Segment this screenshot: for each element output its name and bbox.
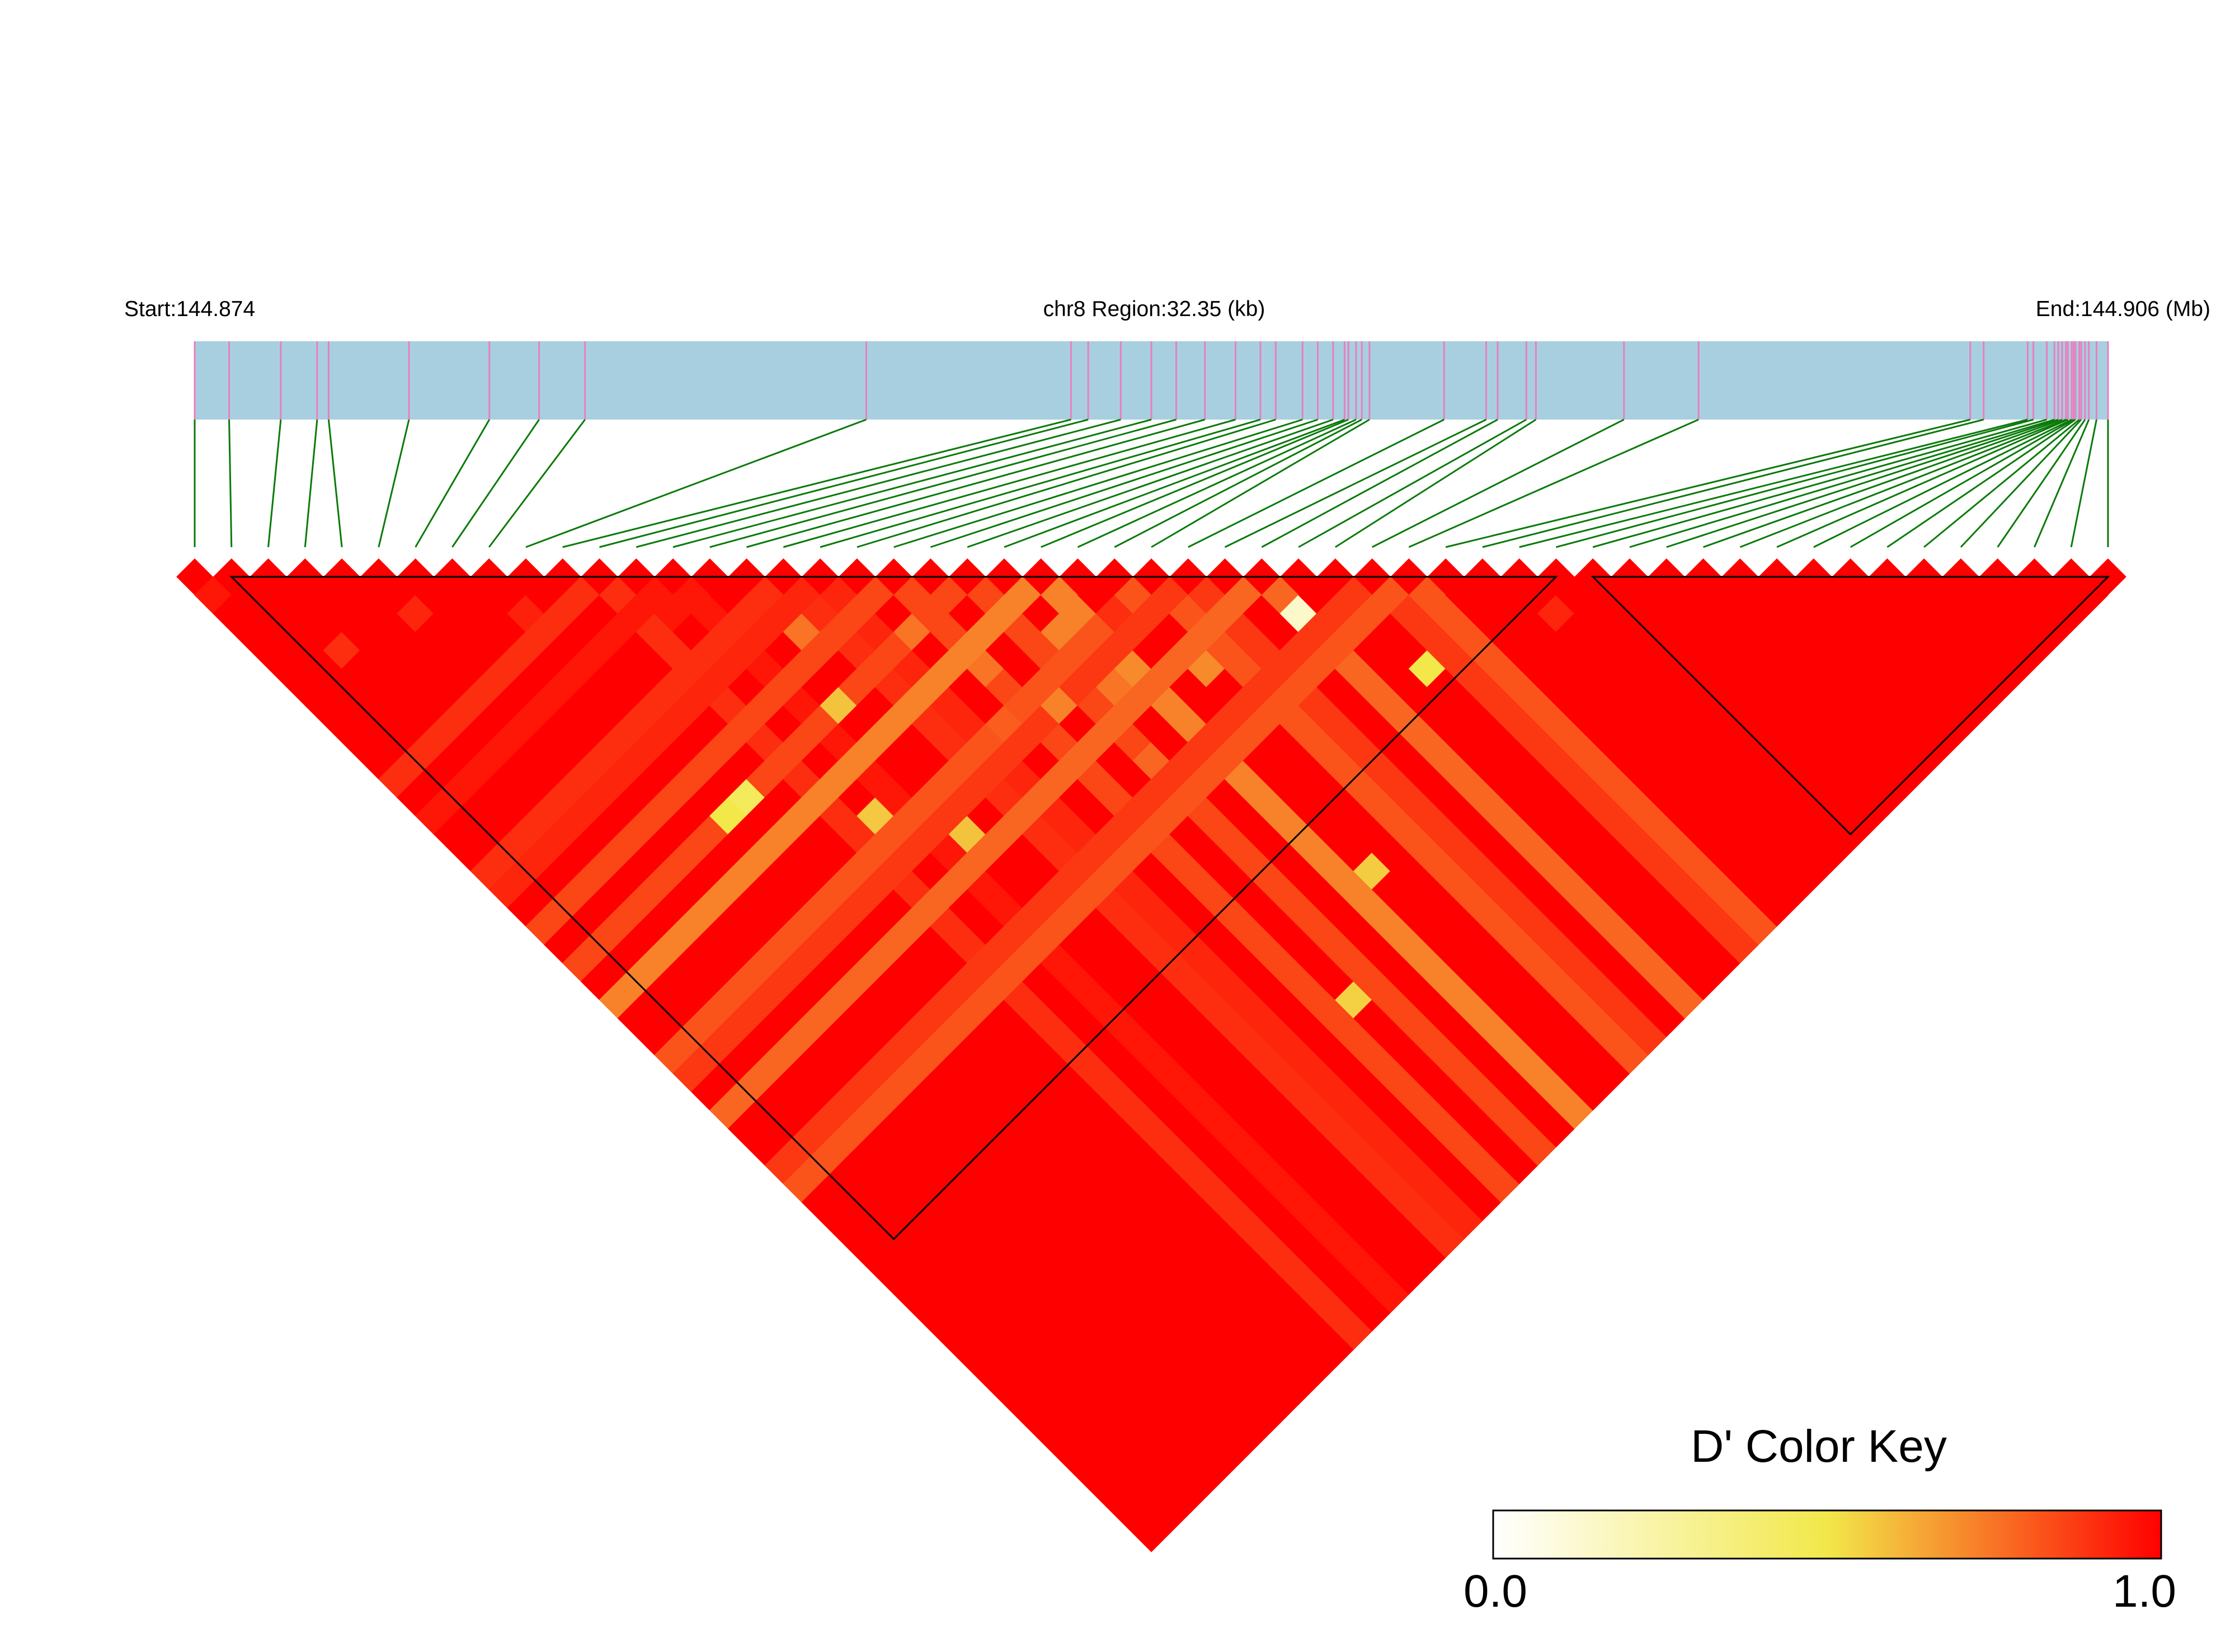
- snp-connector-line: [1188, 418, 1444, 548]
- snp-connector-line: [525, 418, 867, 548]
- snp-connector-line: [2034, 419, 2090, 548]
- snp-connector-line: [1224, 418, 1487, 548]
- snp-connector-line: [1703, 418, 2063, 548]
- snp-connector-line: [1850, 418, 2074, 548]
- snp-connector-line: [1298, 418, 1527, 548]
- color-key-bar: [1492, 1509, 2162, 1560]
- snp-connector-group: [194, 418, 2109, 548]
- snp-connector-line: [1592, 418, 2047, 548]
- region-center-label: chr8 Region:32.35 (kb): [1043, 297, 1265, 321]
- snp-connector-line: [599, 418, 1089, 548]
- snp-connector-line: [636, 418, 1121, 548]
- snp-connector-line: [1997, 419, 2086, 548]
- snp-connector-line: [820, 418, 1261, 548]
- haplotype-block-outline: [1591, 576, 2110, 836]
- snp-connector-line: [783, 418, 1236, 548]
- haplotype-block-outline: [229, 576, 1559, 1240]
- snp-connector-line: [378, 419, 410, 548]
- snp-connector-line: [1408, 418, 1699, 548]
- snp-connector-line: [1813, 418, 2072, 548]
- snp-connector-line: [1445, 418, 1971, 548]
- color-key-min-label: 0.0: [1464, 1566, 1527, 1617]
- color-key-max-label: 1.0: [2112, 1566, 2176, 1617]
- snp-connector-line: [857, 418, 1276, 548]
- snp-connector-line: [672, 418, 1152, 548]
- snp-connector-line: [267, 419, 282, 548]
- snp-connector-line: [1923, 418, 2080, 548]
- snp-connector-line: [746, 418, 1206, 548]
- snp-connector-line: [488, 419, 586, 548]
- snp-connector-line: [304, 419, 318, 548]
- snp-connector-line: [1482, 418, 1984, 548]
- snp-connector-line: [1629, 418, 2055, 548]
- snp-connector-line: [1886, 418, 2076, 548]
- color-key: D' Color Key 0.0 1.0: [1464, 1421, 2176, 1617]
- region-start-label: Start:144.874: [124, 297, 255, 321]
- snp-connector-line: [1776, 418, 2068, 548]
- snp-connector-line: [1519, 418, 2028, 548]
- snp-connector-line: [1335, 418, 1537, 548]
- color-key-title: D' Color Key: [1691, 1421, 1947, 1472]
- snp-connector-line: [451, 419, 540, 548]
- snp-connector-line: [1666, 418, 2059, 548]
- snp-connector-line: [709, 418, 1177, 548]
- snp-connector-line: [1556, 418, 2034, 548]
- snp-connector-line: [1960, 418, 2082, 548]
- snp-connector-line: [327, 419, 343, 548]
- snp-connector-line: [930, 418, 1319, 548]
- snp-connector-line: [415, 419, 490, 548]
- snp-connector-line: [228, 419, 233, 548]
- snp-connector-line: [2070, 419, 2097, 548]
- ld-cell-group: [194, 576, 2109, 1552]
- snp-connector-line: [1151, 418, 1370, 548]
- snp-connector-line: [562, 418, 1071, 548]
- snp-marker: [176, 558, 213, 595]
- snp-connector-line: [1261, 418, 1498, 548]
- snp-tick-group: [194, 341, 2109, 420]
- snp-connector-line: [1041, 418, 1349, 548]
- snp-connector-line: [1371, 418, 1625, 548]
- haplotype-block-group: [229, 576, 2110, 1240]
- snp-connector-line: [1077, 418, 1357, 548]
- snp-connector-line: [967, 418, 1334, 548]
- snp-connector-line: [1114, 418, 1362, 548]
- region-end-label: End:144.906 (Mb): [2036, 297, 2210, 321]
- snp-connector-line: [1004, 418, 1345, 548]
- snp-connector-line: [893, 418, 1303, 548]
- snp-connector-line: [1739, 418, 2067, 548]
